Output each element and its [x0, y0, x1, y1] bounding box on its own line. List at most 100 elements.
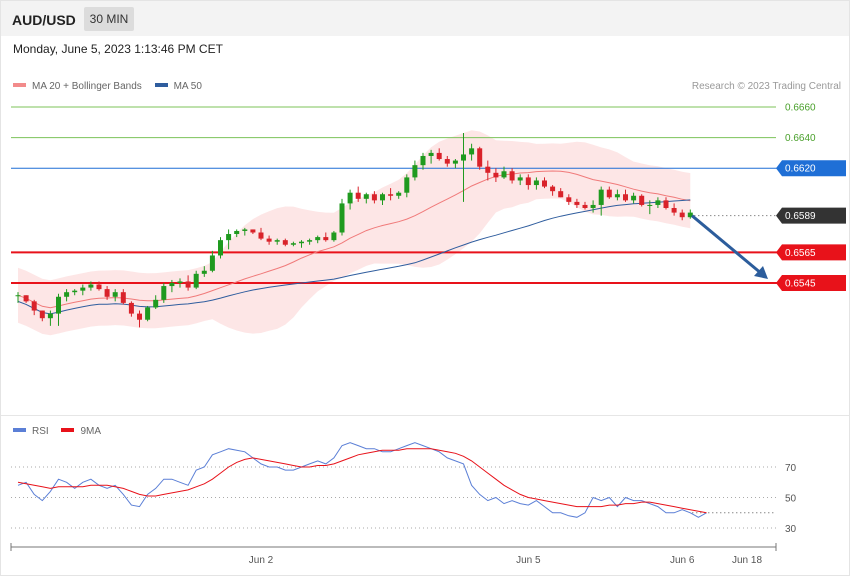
- legend-label: RSI: [32, 426, 49, 437]
- candle-body: [201, 270, 207, 274]
- candle-body: [137, 313, 142, 320]
- candle-body: [590, 204, 596, 209]
- candle-body: [404, 177, 410, 193]
- panel-divider: [1, 415, 849, 416]
- candle-body: [104, 289, 110, 297]
- candle-body: [234, 230, 240, 235]
- candle-body: [509, 171, 515, 181]
- candle-body: [485, 166, 491, 173]
- candle-body: [566, 197, 572, 202]
- candle-body: [39, 310, 45, 319]
- legend-label: 9MA: [80, 426, 102, 437]
- legend-swatch: [13, 428, 26, 433]
- candle-body: [461, 154, 466, 161]
- candle-body: [639, 195, 645, 205]
- candle-body: [80, 287, 86, 291]
- candle-body: [282, 240, 288, 245]
- candle-body: [363, 194, 369, 199]
- candle-body: [72, 290, 78, 293]
- candle-body: [153, 299, 159, 308]
- candle-body: [23, 295, 29, 302]
- candle-body: [185, 281, 191, 288]
- candle-body: [614, 194, 620, 198]
- candle-body: [339, 203, 345, 233]
- candle-body: [299, 241, 304, 244]
- legend-label: MA 20 + Bollinger Bands: [32, 81, 142, 92]
- timeframe-button[interactable]: 30 MIN: [84, 7, 134, 31]
- candle-body: [274, 240, 280, 242]
- price-label: 0.6660: [785, 103, 816, 114]
- x-axis-label: Jun 2: [249, 555, 274, 566]
- symbol-label: AUD/USD: [12, 12, 76, 28]
- candle-body: [623, 194, 628, 201]
- candle-body: [315, 237, 321, 241]
- candle-body: [258, 232, 264, 239]
- candle-body: [209, 255, 215, 271]
- candle-body: [452, 160, 458, 164]
- candle-body: [444, 159, 450, 164]
- candle-body: [420, 155, 426, 166]
- candle-body: [31, 301, 37, 311]
- candle-body: [469, 148, 475, 155]
- candle-body: [598, 189, 604, 205]
- candle-body: [679, 212, 685, 218]
- candle-body: [250, 229, 256, 233]
- candle-body: [64, 292, 70, 297]
- candle-body: [331, 232, 337, 241]
- candle-body: [96, 284, 102, 290]
- price-tag: [776, 244, 846, 261]
- price-tag: [776, 207, 846, 224]
- projection-arrow-head: [754, 266, 768, 279]
- rsi-ma-line: [17, 448, 707, 514]
- candle-body: [323, 237, 329, 241]
- price-tag: [776, 160, 846, 177]
- candle-body: [606, 189, 612, 198]
- candle-body: [242, 229, 248, 231]
- candle-body: [88, 284, 94, 288]
- rsi-tick-label: 70: [785, 463, 797, 474]
- candle-body: [647, 204, 653, 206]
- candle-body: [501, 171, 507, 178]
- candle-body: [663, 200, 669, 209]
- candle-body: [266, 238, 272, 242]
- candle-body: [436, 152, 442, 160]
- candle-body: [428, 152, 434, 156]
- legend-swatch: [13, 83, 26, 88]
- candle-body: [558, 191, 564, 198]
- candle-body: [177, 281, 183, 283]
- x-axis-label: Jun 18: [732, 555, 762, 566]
- candle-body: [120, 292, 126, 303]
- candle-body: [56, 296, 61, 314]
- candle-body: [128, 302, 134, 314]
- candle-body: [477, 148, 483, 167]
- candle-body: [631, 195, 637, 201]
- price-label: 0.6640: [785, 133, 816, 144]
- candle-body: [655, 200, 661, 205]
- rsi-tick-label: 50: [785, 494, 797, 505]
- candle-body: [517, 177, 523, 181]
- price-label: 0.6620: [785, 164, 816, 175]
- candle-body: [290, 243, 296, 245]
- candle-body: [193, 273, 199, 288]
- candle-body: [542, 180, 547, 187]
- rsi-legend: RSI 9MA: [13, 426, 111, 437]
- candle-body: [161, 286, 167, 300]
- legend-item-ma20: MA 20 + Bollinger Bands: [13, 81, 142, 92]
- candle-body: [112, 292, 118, 297]
- candle-body: [347, 192, 353, 204]
- bollinger-band: [18, 130, 691, 336]
- legend-label: MA 50: [173, 81, 202, 92]
- x-axis-label: Jun 5: [516, 555, 541, 566]
- candle-body: [355, 192, 361, 199]
- candle-body: [371, 194, 377, 201]
- main-chart-legend: MA 20 + Bollinger Bands MA 50: [13, 81, 212, 92]
- candle-body: [671, 208, 677, 213]
- legend-item-rsi: RSI: [13, 426, 49, 437]
- candle-body: [533, 180, 539, 186]
- candle-body: [218, 240, 223, 256]
- legend-item-9ma: 9MA: [61, 426, 101, 437]
- header-bar: AUD/USD 30 MIN: [1, 1, 849, 36]
- price-tag: [776, 275, 846, 291]
- candle-body: [525, 177, 531, 186]
